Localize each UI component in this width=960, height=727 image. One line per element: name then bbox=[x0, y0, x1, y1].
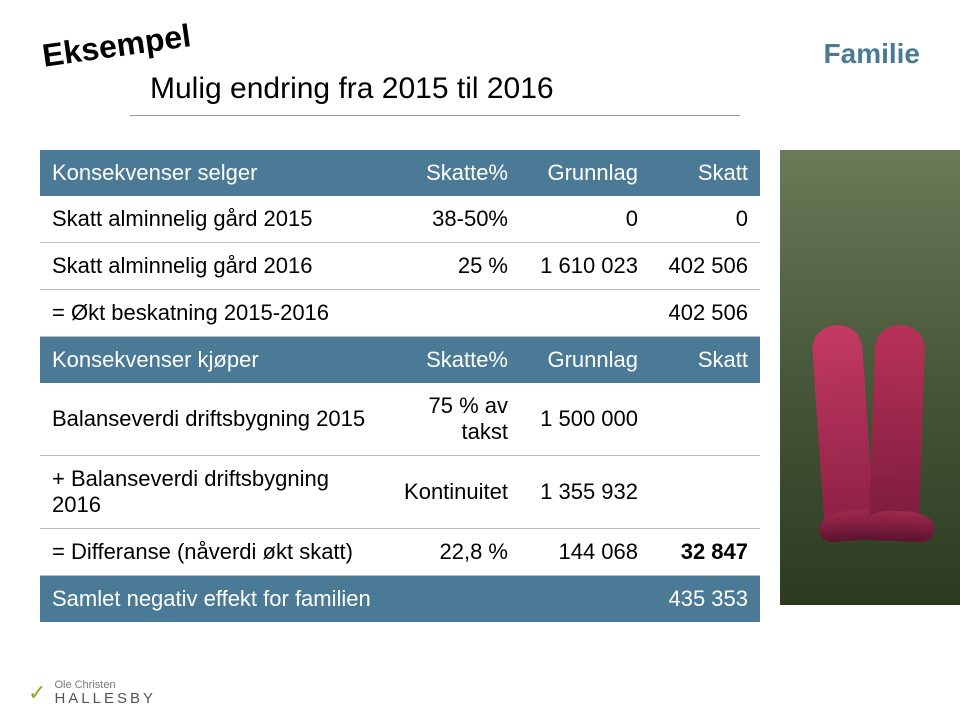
table-cell: 1 355 932 bbox=[520, 456, 650, 529]
table-cell: 1 610 023 bbox=[520, 243, 650, 290]
table-cell bbox=[390, 290, 520, 337]
logo-line-2: HALLESBY bbox=[54, 691, 156, 707]
boot-icon bbox=[868, 324, 925, 536]
table-cell: Skatte% bbox=[390, 337, 520, 384]
table-cell bbox=[520, 576, 650, 623]
table-cell: Skatt bbox=[650, 150, 760, 196]
table-row: + Balanseverdi driftsbygning 2016Kontinu… bbox=[40, 456, 760, 529]
table-cell bbox=[520, 290, 650, 337]
boot-icon bbox=[811, 324, 876, 537]
table-cell bbox=[390, 576, 520, 623]
table-cell: Skatte% bbox=[390, 150, 520, 196]
table-cell: 75 % av takst bbox=[390, 383, 520, 456]
table-row: Balanseverdi driftsbygning 201575 % av t… bbox=[40, 383, 760, 456]
consequence-table: Konsekvenser selgerSkatte%GrunnlagSkattS… bbox=[40, 150, 760, 622]
table-cell bbox=[650, 383, 760, 456]
table-cell: 402 506 bbox=[650, 290, 760, 337]
table-cell: 435 353 bbox=[650, 576, 760, 623]
table-header: Samlet negativ effekt for familien 435 35… bbox=[40, 576, 760, 623]
table-cell: 144 068 bbox=[520, 529, 650, 576]
table-container: Konsekvenser selgerSkatte%GrunnlagSkattS… bbox=[40, 150, 760, 622]
table-cell: Grunnlag bbox=[520, 337, 650, 384]
table-row: Skatt alminnelig gård 201538-50%00 bbox=[40, 196, 760, 243]
side-photo bbox=[780, 150, 960, 605]
table-cell: Skatt bbox=[650, 337, 760, 384]
table-cell: 22,8 % bbox=[390, 529, 520, 576]
table-header: Konsekvenser selgerSkatte%GrunnlagSkatt bbox=[40, 150, 760, 196]
table-cell: = Økt beskatning 2015-2016 bbox=[40, 290, 390, 337]
table-cell: 0 bbox=[520, 196, 650, 243]
table-cell: Konsekvenser selger bbox=[40, 150, 390, 196]
table-cell: 1 500 000 bbox=[520, 383, 650, 456]
table-cell bbox=[650, 456, 760, 529]
table-cell: 25 % bbox=[390, 243, 520, 290]
footer-logo: ✓ Ole Christen HALLESBY bbox=[28, 680, 156, 707]
table-row: = Økt beskatning 2015-2016 402 506 bbox=[40, 290, 760, 337]
slide-title: Mulig endring fra 2015 til 2016 bbox=[150, 72, 554, 106]
category-tag: Familie bbox=[824, 38, 920, 70]
table-cell: 402 506 bbox=[650, 243, 760, 290]
table-cell: Skatt alminnelig gård 2016 bbox=[40, 243, 390, 290]
table-cell: Kontinuitet bbox=[390, 456, 520, 529]
table-cell: 32 847 bbox=[650, 529, 760, 576]
table-cell: Skatt alminnelig gård 2015 bbox=[40, 196, 390, 243]
table-cell: + Balanseverdi driftsbygning 2016 bbox=[40, 456, 390, 529]
table-cell: 38-50% bbox=[390, 196, 520, 243]
table-cell: Samlet negativ effekt for familien bbox=[40, 576, 390, 623]
table-cell: Balanseverdi driftsbygning 2015 bbox=[40, 383, 390, 456]
leaf-icon: ✓ bbox=[28, 682, 46, 704]
table-row: Skatt alminnelig gård 201625 %1 610 0234… bbox=[40, 243, 760, 290]
table-row: = Differanse (nåverdi økt skatt)22,8 %14… bbox=[40, 529, 760, 576]
example-stamp: Eksempel bbox=[40, 17, 193, 74]
table-cell: Konsekvenser kjøper bbox=[40, 337, 390, 384]
table-cell: = Differanse (nåverdi økt skatt) bbox=[40, 529, 390, 576]
slide: Eksempel Familie Mulig endring fra 2015 … bbox=[0, 0, 960, 727]
table-cell: 0 bbox=[650, 196, 760, 243]
table-header: Konsekvenser kjøperSkatte%GrunnlagSkatt bbox=[40, 337, 760, 384]
table-cell: Grunnlag bbox=[520, 150, 650, 196]
